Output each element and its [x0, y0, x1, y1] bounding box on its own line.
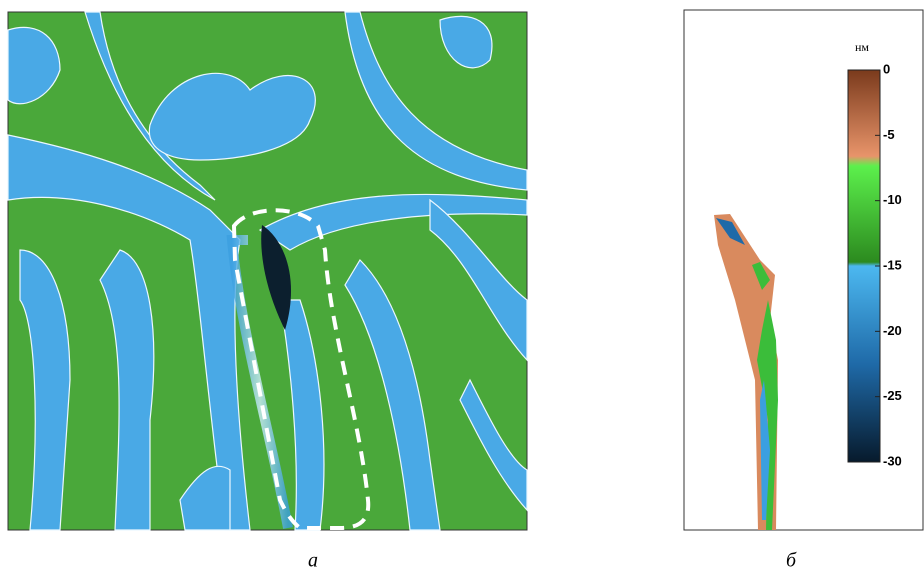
tick-label: -5	[883, 127, 895, 142]
panel-label: б	[786, 550, 797, 572]
tick-label: -10	[883, 192, 902, 207]
tick-label: 0	[883, 61, 890, 76]
panel-label: а	[308, 550, 318, 572]
page: а нм б 0-5-10-15-20-25-30 (() => { const…	[0, 0, 924, 577]
tick-label: -25	[883, 388, 902, 403]
afm-image	[8, 12, 527, 530]
tick-label: -20	[883, 323, 902, 338]
tick-label: -15	[883, 257, 902, 272]
figure: а нм б 0 -5 -10 -15 -20 -25 -30	[0, 0, 924, 572]
tick-label: -30	[883, 453, 902, 468]
colorbar-unit: нм	[855, 40, 869, 54]
